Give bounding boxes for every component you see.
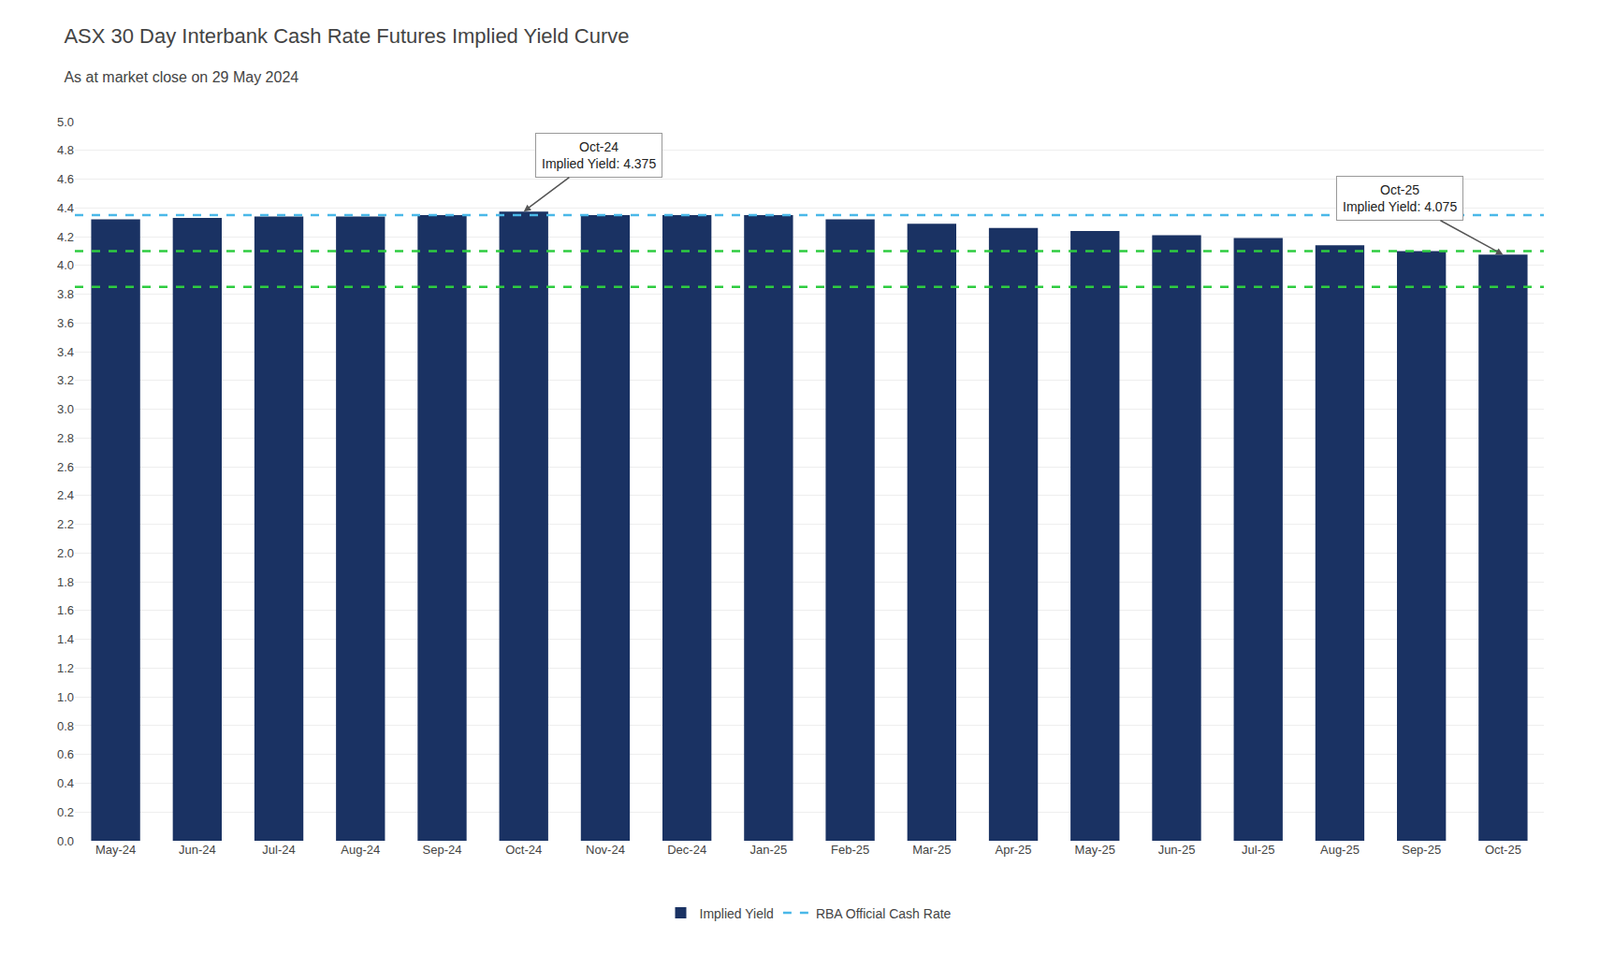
svg-text:1.0: 1.0 — [57, 690, 74, 705]
svg-text:3.4: 3.4 — [57, 345, 74, 360]
svg-text:4.0: 4.0 — [57, 258, 74, 273]
svg-text:3.0: 3.0 — [57, 402, 74, 417]
svg-text:1.6: 1.6 — [57, 603, 74, 618]
svg-text:Feb-25: Feb-25 — [830, 843, 870, 858]
svg-text:4.8: 4.8 — [57, 143, 74, 158]
svg-text:Oct-24: Oct-24 — [505, 843, 542, 858]
svg-text:2.4: 2.4 — [57, 488, 74, 503]
svg-text:2.6: 2.6 — [57, 460, 74, 475]
svg-text:2.8: 2.8 — [57, 431, 74, 446]
svg-text:5.0: 5.0 — [57, 115, 74, 130]
svg-text:2.2: 2.2 — [57, 517, 74, 532]
svg-text:3.6: 3.6 — [57, 316, 74, 331]
svg-text:May-25: May-25 — [1075, 843, 1116, 858]
svg-text:ASX 30 Day Interbank Cash Rate: ASX 30 Day Interbank Cash Rate Futures I… — [63, 24, 629, 48]
svg-text:Jul-25: Jul-25 — [1241, 843, 1275, 858]
svg-text:1.8: 1.8 — [57, 575, 74, 590]
svg-text:0.0: 0.0 — [57, 834, 74, 849]
svg-text:Implied Yield: Implied Yield — [699, 906, 774, 922]
svg-text:3.2: 3.2 — [57, 373, 74, 388]
svg-text:0.2: 0.2 — [57, 805, 74, 820]
svg-text:2.0: 2.0 — [57, 546, 74, 561]
svg-text:Sep-25: Sep-25 — [1401, 843, 1441, 858]
svg-text:0.4: 0.4 — [57, 776, 74, 791]
svg-text:4.6: 4.6 — [57, 172, 74, 187]
svg-text:Nov-24: Nov-24 — [585, 843, 626, 858]
svg-text:Jan-25: Jan-25 — [750, 843, 788, 858]
svg-text:Oct-24Implied Yield: 4.375: Oct-24Implied Yield: 4.375 — [541, 139, 656, 172]
svg-text:Dec-24: Dec-24 — [667, 843, 707, 858]
svg-text:0.6: 0.6 — [57, 747, 74, 762]
svg-text:RBA Official Cash Rate: RBA Official Cash Rate — [815, 906, 952, 922]
svg-text:4.2: 4.2 — [57, 230, 74, 245]
svg-text:1.4: 1.4 — [57, 632, 74, 647]
svg-text:Aug-24: Aug-24 — [340, 843, 380, 858]
svg-text:4.4: 4.4 — [57, 201, 74, 216]
svg-text:Mar-25: Mar-25 — [912, 843, 951, 858]
svg-text:Sep-24: Sep-24 — [422, 843, 463, 858]
svg-text:Oct-25Implied Yield: 4.075: Oct-25Implied Yield: 4.075 — [1342, 182, 1457, 215]
svg-text:May-24: May-24 — [95, 843, 136, 858]
svg-text:Jul-24: Jul-24 — [261, 843, 295, 858]
svg-text:0.8: 0.8 — [57, 719, 74, 734]
svg-text:Apr-25: Apr-25 — [995, 843, 1033, 858]
svg-text:Jun-24: Jun-24 — [178, 843, 217, 858]
svg-text:Aug-25: Aug-25 — [1320, 843, 1360, 858]
svg-text:As at market close on 29 May 2: As at market close on 29 May 2024 — [63, 69, 299, 86]
svg-text:3.8: 3.8 — [57, 287, 74, 302]
svg-text:Jun-25: Jun-25 — [1158, 843, 1196, 858]
svg-text:1.2: 1.2 — [57, 661, 74, 676]
svg-text:Oct-25: Oct-25 — [1484, 843, 1522, 858]
